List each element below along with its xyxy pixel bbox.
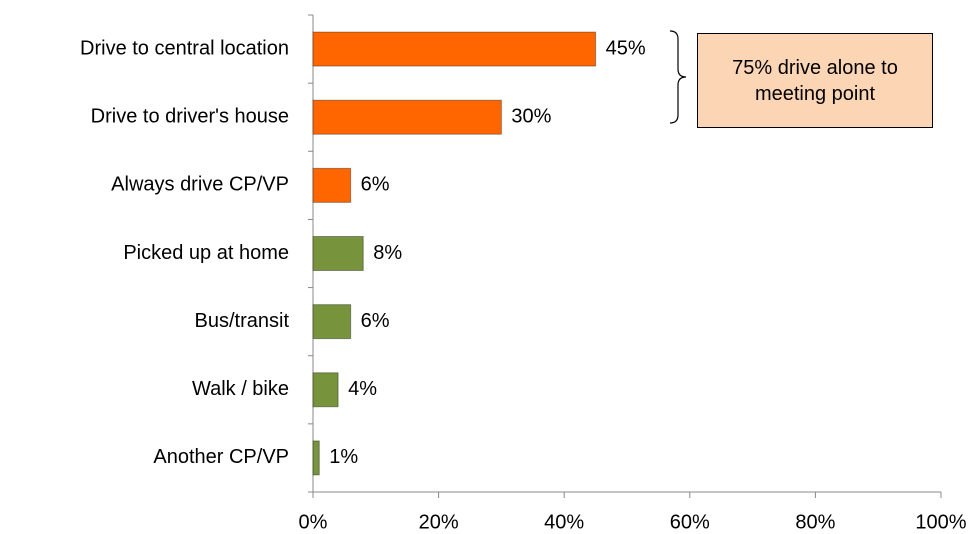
bar — [312, 31, 597, 67]
bar — [312, 99, 502, 135]
bar — [312, 167, 352, 203]
value-label: 6% — [361, 174, 390, 196]
x-tick-label: 40% — [544, 511, 584, 533]
x-tick-label: 60% — [670, 511, 710, 533]
y-tick-label: Bus/transit — [195, 310, 290, 332]
y-tick-label: Drive to central location — [80, 37, 289, 59]
annotation: 75% drive alone to meeting point — [697, 33, 933, 128]
y-tick-label: Picked up at home — [123, 242, 289, 264]
y-tick-label: Always drive CP/VP — [111, 174, 289, 196]
y-tick-label: Another CP/VP — [153, 446, 289, 468]
bar — [312, 236, 364, 271]
value-label: 45% — [606, 37, 646, 59]
bar — [312, 372, 339, 408]
x-tick-label: 80% — [795, 511, 835, 533]
bar — [312, 304, 352, 340]
bar — [312, 440, 320, 476]
y-tick-label: Walk / bike — [192, 378, 289, 400]
value-label: 30% — [511, 105, 551, 127]
bracket — [669, 30, 687, 124]
value-label: 4% — [348, 378, 377, 400]
x-tick-label: 0% — [299, 511, 328, 533]
value-label: 1% — [329, 446, 358, 468]
value-label: 8% — [373, 242, 402, 264]
y-tick-label: Drive to driver's house — [91, 105, 289, 127]
x-tick-label: 20% — [419, 511, 459, 533]
value-label: 6% — [361, 310, 390, 332]
x-tick-label: 100% — [915, 511, 966, 533]
